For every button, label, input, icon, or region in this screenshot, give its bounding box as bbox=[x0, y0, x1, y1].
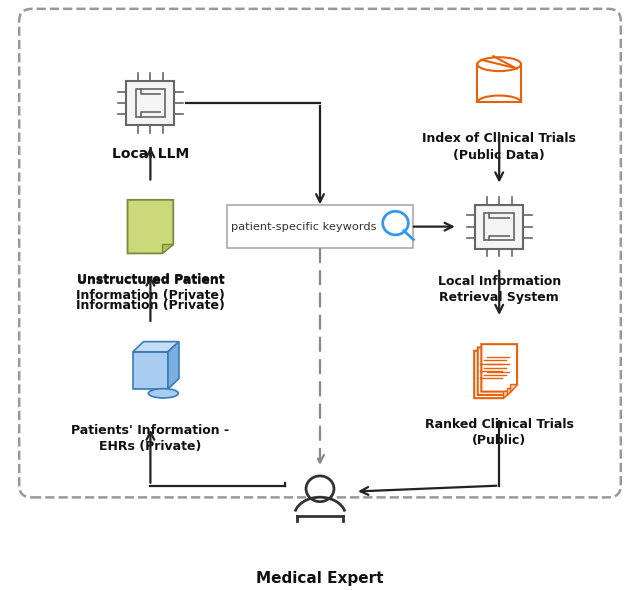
Text: Ranked Clinical Trials
(Public): Ranked Clinical Trials (Public) bbox=[425, 418, 573, 447]
Text: Unstructured Patient
Information (Private): Unstructured Patient Information (Privat… bbox=[76, 273, 225, 302]
Text: Local LLM: Local LLM bbox=[112, 147, 189, 161]
Circle shape bbox=[306, 476, 334, 502]
Bar bbox=[484, 213, 514, 240]
Polygon shape bbox=[133, 342, 179, 352]
Polygon shape bbox=[127, 200, 173, 253]
Bar bbox=[476, 205, 523, 248]
Text: Local Information
Retrieval System: Local Information Retrieval System bbox=[438, 275, 561, 304]
Polygon shape bbox=[507, 388, 513, 395]
Text: Index of Clinical Trials
(Public Data): Index of Clinical Trials (Public Data) bbox=[422, 132, 576, 162]
Text: Patients' Information -
EHRs (Private): Patients' Information - EHRs (Private) bbox=[71, 424, 230, 453]
Polygon shape bbox=[474, 350, 510, 398]
Text: Information (Private): Information (Private) bbox=[76, 283, 225, 312]
FancyBboxPatch shape bbox=[19, 9, 621, 497]
Polygon shape bbox=[478, 348, 513, 395]
Bar bbox=[136, 90, 165, 117]
Text: patient-specific keywords: patient-specific keywords bbox=[231, 222, 377, 232]
Ellipse shape bbox=[477, 57, 521, 71]
Polygon shape bbox=[162, 244, 173, 253]
Ellipse shape bbox=[148, 389, 179, 398]
Polygon shape bbox=[481, 344, 517, 392]
Text: Medical Expert: Medical Expert bbox=[256, 571, 384, 586]
Text: Unstructured Patient: Unstructured Patient bbox=[77, 274, 224, 291]
Bar bbox=[127, 81, 174, 125]
FancyBboxPatch shape bbox=[227, 205, 413, 248]
Polygon shape bbox=[510, 384, 517, 392]
Polygon shape bbox=[168, 342, 179, 389]
Polygon shape bbox=[503, 391, 510, 398]
Bar bbox=[477, 64, 521, 103]
Polygon shape bbox=[133, 352, 168, 389]
